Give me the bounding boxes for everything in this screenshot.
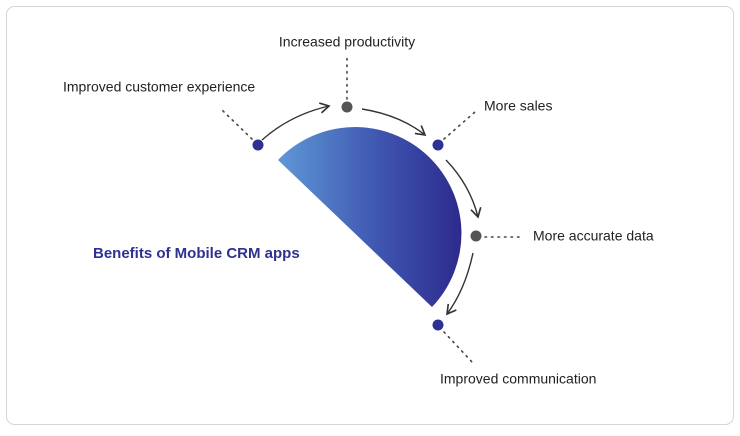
title: Benefits of Mobile CRM apps [93,245,300,262]
arrow [261,102,331,141]
label: Increased productivity [279,34,415,50]
label: Improved customer experience [63,79,255,95]
point [432,139,444,151]
arrow [361,108,427,137]
point [252,139,264,151]
point [470,230,482,242]
label: More sales [484,98,552,114]
point [341,101,353,113]
label: More accurate data [533,228,654,244]
semicircle [278,127,462,308]
label: Improved communication [440,371,596,387]
arrow [445,159,482,219]
connector [443,331,473,363]
connector [221,109,253,140]
point [432,319,444,331]
arrow [446,252,474,316]
connector [443,111,476,140]
